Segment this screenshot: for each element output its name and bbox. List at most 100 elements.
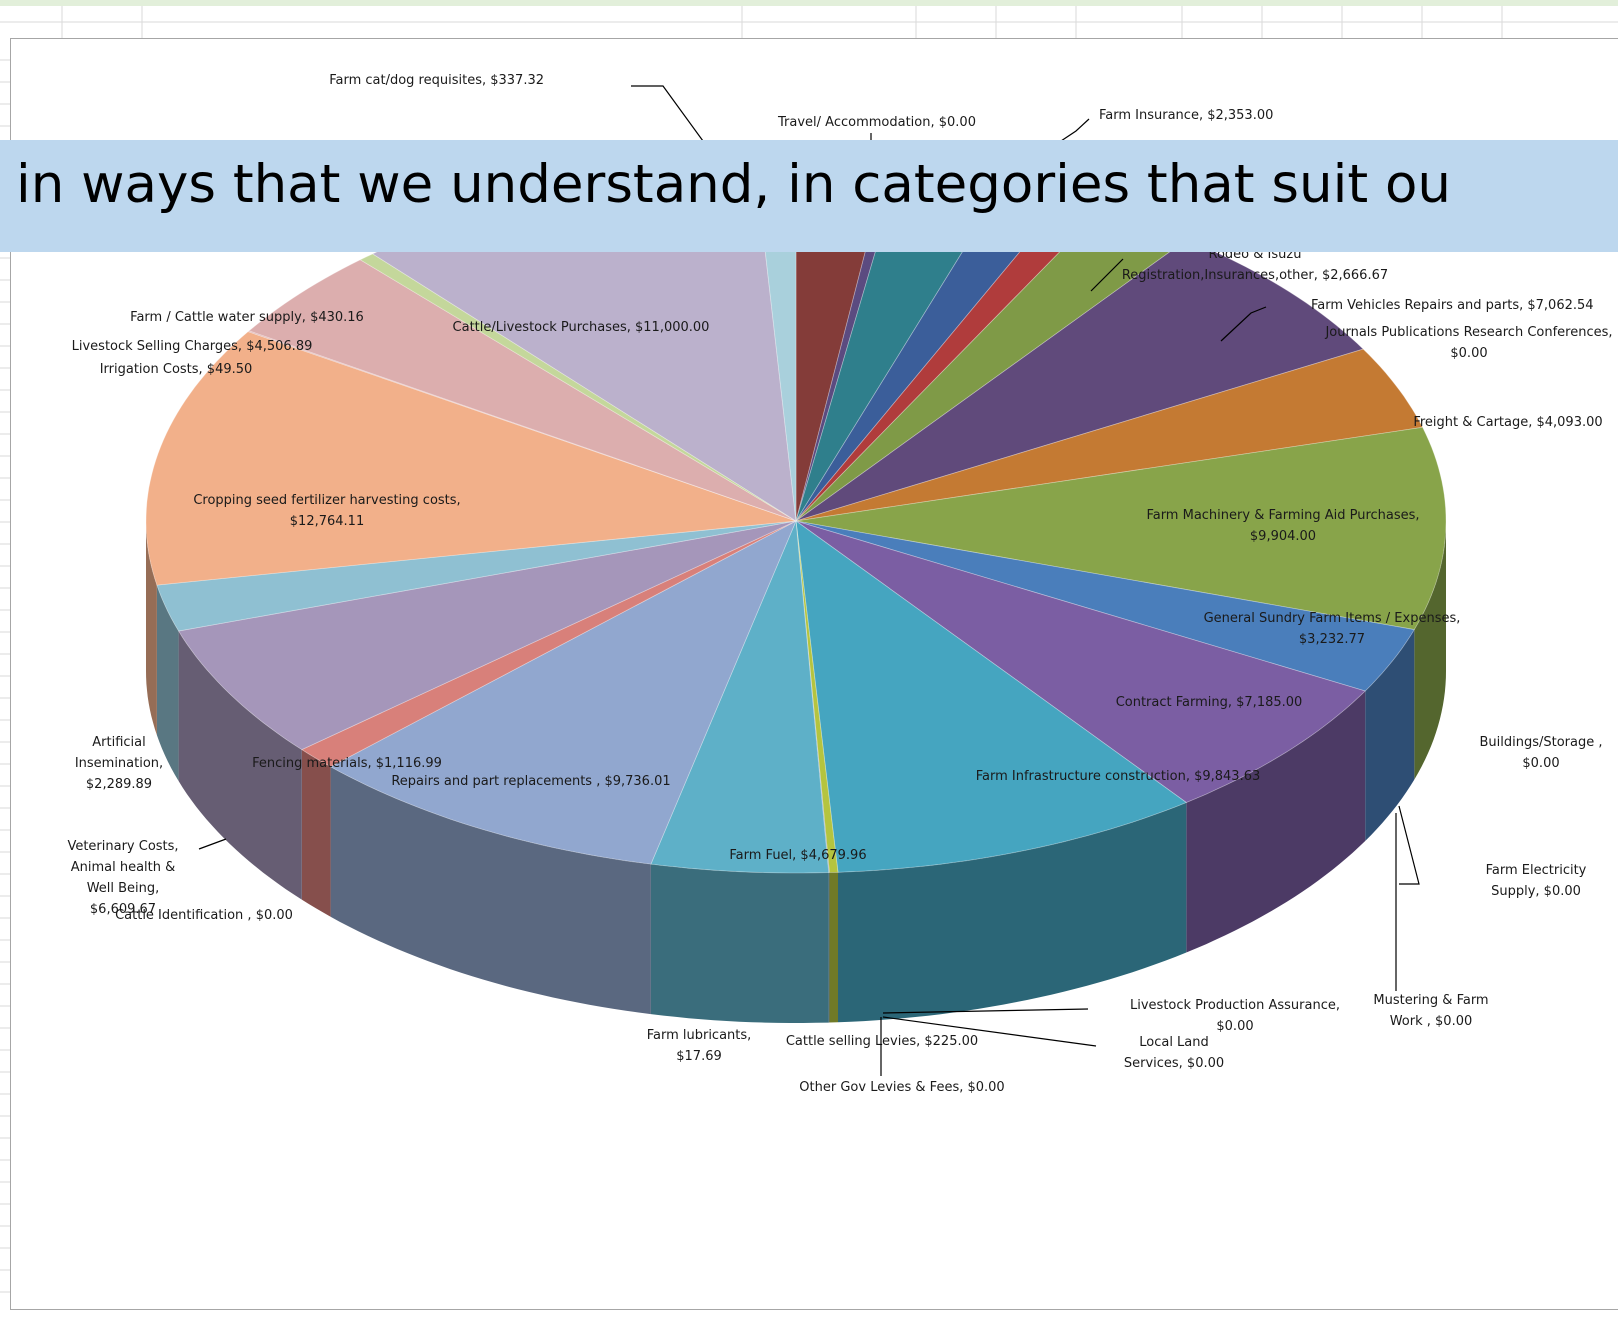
leader-line xyxy=(1060,118,1090,142)
data-label-line: Cattle selling Levies, $225.00 xyxy=(786,1034,978,1049)
data-label-sundry: General Sundry Farm Items / Expenses, $3,… xyxy=(1204,611,1461,647)
data-label-lubricants: Farm lubricants, $17.69 xyxy=(647,1028,752,1064)
data-label-line: $3,232.77 xyxy=(1299,632,1365,647)
data-label-line: Buildings/Storage , xyxy=(1479,735,1602,750)
data-label-line: Farm lubricants, xyxy=(647,1028,752,1043)
data-label-purchases: Cattle/Livestock Purchases, $11,000.00 xyxy=(453,320,710,335)
data-label-irrig: Irrigation Costs, $49.50 xyxy=(100,362,253,377)
data-label-line: Cropping seed fertilizer harvesting cost… xyxy=(193,493,460,508)
data-label-levies: Cattle selling Levies, $225.00 xyxy=(786,1034,978,1049)
pie-slice-side xyxy=(178,631,302,900)
pie-slice-side xyxy=(1414,521,1446,780)
data-label-line: Cattle Identification , $0.00 xyxy=(115,908,293,923)
data-label-freight: Freight & Cartage, $4,093.00 xyxy=(1413,415,1602,430)
caption-text: in ways that we understand, in categorie… xyxy=(16,154,1451,215)
data-label-line: Services, $0.00 xyxy=(1124,1056,1224,1071)
data-label-line: Well Being, xyxy=(87,881,160,896)
data-label-mustering: Mustering & Farm Work , $0.00 xyxy=(1373,993,1488,1029)
caption-banner: in ways that we understand, in categorie… xyxy=(0,140,1618,252)
data-label-line: Veterinary Costs, xyxy=(67,839,178,854)
data-label-line: Contract Farming, $7,185.00 xyxy=(1116,695,1303,710)
leader-line xyxy=(198,838,227,850)
data-label-line: Cattle/Livestock Purchases, $11,000.00 xyxy=(453,320,710,335)
leader-line xyxy=(1090,258,1124,292)
pie-slice-side xyxy=(829,872,838,1023)
pie-slice[interactable] xyxy=(795,520,1188,873)
pie-slice-side xyxy=(828,872,830,1023)
data-label-line: General Sundry Farm Items / Expenses, xyxy=(1204,611,1461,626)
data-label-line: Farm Electricity xyxy=(1486,863,1587,878)
data-label-line: Irrigation Costs, $49.50 xyxy=(100,362,253,377)
pie-slice-side xyxy=(838,802,1187,1023)
data-label-line: Local Land xyxy=(1139,1035,1209,1050)
pie-slice[interactable] xyxy=(145,331,797,586)
data-label-line: $17.69 xyxy=(676,1049,722,1064)
data-label-ins: Farm Insurance, $2,353.00 xyxy=(1099,108,1273,123)
pie-slice-side xyxy=(146,521,157,736)
pie-slice[interactable] xyxy=(156,520,797,632)
data-label-line: Supply, $0.00 xyxy=(1491,884,1581,899)
pie-top-faces xyxy=(145,168,1447,874)
pie-slice-side xyxy=(301,749,331,917)
data-label-line: Repairs and part replacements , $9,736.0… xyxy=(391,774,670,789)
data-label-ident: Cattle Identification , $0.00 xyxy=(115,908,293,923)
data-label-travel: Travel/ Accommodation, $0.00 xyxy=(777,115,976,130)
grid-header-strip xyxy=(0,0,1618,6)
data-label-line: Livestock Selling Charges, $4,506.89 xyxy=(72,339,313,354)
pie-slice-side xyxy=(650,864,829,1023)
data-label-line: Farm / Cattle water supply, $430.16 xyxy=(130,310,364,325)
data-label-line: Work , $0.00 xyxy=(1390,1014,1473,1029)
data-label-line: Farm Vehicles Repairs and parts, $7,062.… xyxy=(1311,298,1594,313)
pie-slice-side xyxy=(330,766,651,1015)
data-label-crop: Cropping seed fertilizer harvesting cost… xyxy=(193,493,460,529)
data-label-line: Other Gov Levies & Fees, $0.00 xyxy=(799,1080,1004,1095)
pie-slice[interactable] xyxy=(795,426,1447,631)
data-label-repairs: Repairs and part replacements , $9,736.0… xyxy=(391,774,670,789)
pie-slice[interactable] xyxy=(795,520,1415,692)
data-label-electricity: Farm Electricity Supply, $0.00 xyxy=(1486,863,1587,899)
data-label-fencing: Fencing materials, $1,116.99 xyxy=(252,756,442,771)
leader-lines xyxy=(198,85,1420,1076)
data-label-line: Artificial xyxy=(92,735,145,750)
pie-slice[interactable] xyxy=(650,520,830,874)
pie-slice[interactable] xyxy=(248,259,797,522)
pie-side-walls xyxy=(146,521,1446,1023)
data-label-machinery: Farm Machinery & Farming Aid Purchases, $… xyxy=(1146,508,1419,544)
data-label-gov: Other Gov Levies & Fees, $0.00 xyxy=(799,1080,1004,1095)
data-label-line: $0.00 xyxy=(1216,1019,1253,1034)
pie-slice[interactable] xyxy=(177,520,797,751)
leader-line xyxy=(882,1016,1097,1047)
pie-slice[interactable] xyxy=(247,330,797,522)
data-label-line: $0.00 xyxy=(1450,346,1487,361)
data-label-line: Farm Fuel, $4,679.96 xyxy=(729,848,866,863)
data-label-line: Mustering & Farm xyxy=(1373,993,1488,1008)
data-label-line: Farm Infrastructure construction, $9,843… xyxy=(976,769,1261,784)
pie-slice[interactable] xyxy=(795,348,1424,522)
data-label-line: Freight & Cartage, $4,093.00 xyxy=(1413,415,1602,430)
pie-slice-side xyxy=(156,585,179,781)
data-label-vet: Veterinary Costs, Animal health & Well Bei… xyxy=(67,839,178,917)
data-label-line: $6,609.67 xyxy=(90,902,156,917)
data-label-contract: Contract Farming, $7,185.00 xyxy=(1116,695,1303,710)
pie-slice[interactable] xyxy=(329,520,797,865)
data-label-vehicles: Farm Vehicles Repairs and parts, $7,062.… xyxy=(1311,298,1594,313)
data-label-line: Farm Machinery & Farming Aid Purchases, xyxy=(1146,508,1419,523)
data-label-line: Farm Insurance, $2,353.00 xyxy=(1099,108,1273,123)
data-label-selling: Livestock Selling Charges, $4,506.89 xyxy=(72,339,313,354)
leader-line xyxy=(882,1008,1089,1014)
leader-line xyxy=(1398,805,1420,885)
leader-line xyxy=(631,85,704,142)
data-label-line: $12,764.11 xyxy=(290,514,364,529)
data-label-infra: Farm Infrastructure construction, $9,843… xyxy=(976,769,1261,784)
data-label-lpa: Livestock Production Assurance, $0.00 xyxy=(1130,998,1340,1034)
pie-slice-side xyxy=(1186,691,1366,953)
pie-slice-side xyxy=(1365,629,1415,841)
data-label-fuel: Farm Fuel, $4,679.96 xyxy=(729,848,866,863)
chart-area[interactable]: Farm cat/dog requisites, $337.32 Travel/ … xyxy=(10,38,1618,1310)
data-label-ai: Artificial Insemination, $2,289.89 xyxy=(75,735,163,792)
data-label-lls: Local Land Services, $0.00 xyxy=(1124,1035,1224,1071)
data-label-line: Insemination, xyxy=(75,756,163,771)
pie-slice[interactable] xyxy=(795,520,1366,803)
data-label-buildings: Buildings/Storage , $0.00 xyxy=(1479,735,1602,771)
